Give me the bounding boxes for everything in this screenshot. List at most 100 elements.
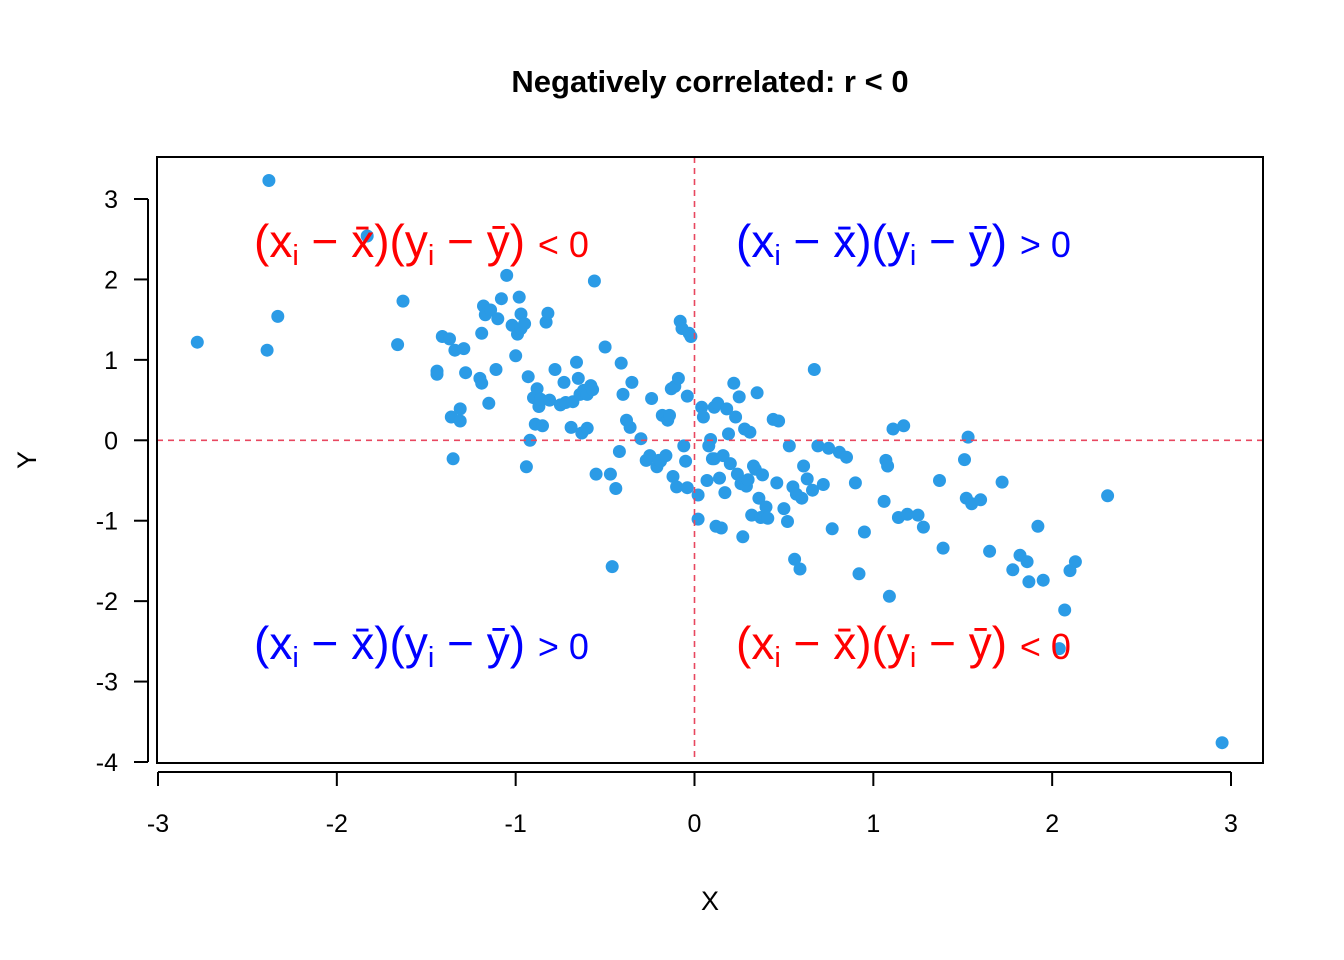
- data-point: [571, 371, 585, 385]
- data-point: [696, 410, 710, 424]
- x-tick-label: -2: [326, 810, 348, 838]
- data-point: [793, 562, 807, 576]
- data-point: [732, 390, 746, 404]
- data-point: [589, 467, 603, 481]
- quadrant-label-bottom-left: (xi − x̄)(yi − ȳ) > 0: [254, 617, 589, 674]
- data-point: [190, 335, 204, 349]
- data-point: [961, 430, 975, 444]
- x-tick-label: 1: [866, 810, 880, 838]
- data-point: [800, 472, 814, 486]
- data-point: [670, 480, 684, 494]
- data-point: [557, 375, 571, 389]
- data-point: [587, 274, 601, 288]
- data-point: [523, 433, 537, 447]
- data-point: [570, 355, 583, 369]
- quadrant-label-bottom-right: (xi − x̄)(yi − ȳ) < 0: [736, 617, 1071, 674]
- data-point: [772, 414, 786, 428]
- data-point: [603, 467, 617, 481]
- data-point: [1052, 642, 1066, 656]
- data-point: [736, 530, 750, 544]
- data-point: [519, 460, 533, 474]
- data-point: [453, 414, 467, 428]
- data-point: [459, 366, 473, 380]
- data-point: [911, 508, 925, 522]
- data-point: [877, 494, 891, 508]
- data-point: [807, 363, 821, 376]
- data-point: [723, 457, 737, 471]
- data-point: [491, 312, 505, 326]
- data-point: [825, 522, 839, 536]
- y-tick-label: 0: [104, 427, 118, 455]
- data-point: [396, 294, 410, 308]
- x-tick-label: 2: [1045, 810, 1059, 838]
- data-point: [1006, 563, 1020, 577]
- data-point: [360, 229, 374, 243]
- data-point: [691, 512, 705, 526]
- reference-lines: [157, 157, 1263, 763]
- data-point: [598, 340, 612, 354]
- data-point: [548, 363, 562, 376]
- data-point: [722, 427, 735, 441]
- data-point: [974, 493, 988, 507]
- data-point: [659, 449, 673, 463]
- data-point: [770, 476, 784, 490]
- data-point: [475, 376, 489, 390]
- y-tick-label: -4: [96, 749, 118, 777]
- data-point: [782, 439, 796, 453]
- data-point: [484, 303, 498, 317]
- data-point: [586, 383, 600, 397]
- data-point: [729, 410, 743, 424]
- data-point: [680, 481, 694, 495]
- x-tick-label: 3: [1224, 810, 1238, 838]
- data-point: [840, 450, 853, 464]
- data-point: [714, 521, 728, 535]
- data-point: [564, 420, 578, 434]
- data-point: [995, 475, 1009, 489]
- data-point: [695, 400, 709, 414]
- data-point: [457, 342, 471, 356]
- points-layer: [190, 174, 1229, 750]
- data-point: [718, 486, 732, 500]
- data-point: [500, 268, 514, 282]
- x-axis-label: X: [701, 886, 719, 916]
- data-point: [936, 541, 950, 555]
- y-tick-label: -1: [96, 508, 118, 536]
- data-point: [916, 520, 930, 534]
- data-point: [1036, 573, 1050, 587]
- y-axis-label: Y: [12, 451, 42, 469]
- data-point: [475, 326, 489, 340]
- data-point: [983, 544, 997, 558]
- quadrant-label-top-right: (xi − x̄)(yi − ȳ) > 0: [736, 215, 1071, 272]
- data-point: [761, 511, 775, 525]
- data-point: [752, 491, 766, 505]
- data-point: [700, 474, 714, 487]
- data-point: [680, 389, 694, 403]
- data-point: [788, 552, 802, 566]
- data-point: [852, 567, 866, 581]
- data-point: [518, 317, 532, 331]
- data-point: [1215, 736, 1229, 750]
- data-point: [580, 421, 594, 435]
- data-point: [616, 387, 630, 401]
- data-point: [882, 589, 896, 603]
- data-point: [262, 174, 276, 187]
- x-tick-label: -3: [147, 810, 169, 838]
- y-tick-label: -2: [96, 588, 118, 616]
- y-tick-label: 1: [104, 347, 118, 375]
- data-point: [958, 453, 971, 467]
- data-point: [666, 470, 680, 483]
- data-point: [1020, 555, 1034, 569]
- x-axis: -3 -2 -1 0 1 2 3: [147, 771, 1238, 838]
- data-point: [494, 292, 508, 306]
- data-point: [713, 471, 726, 485]
- data-point: [691, 488, 705, 502]
- data-point: [848, 476, 862, 490]
- data-point: [1031, 519, 1045, 533]
- data-point: [781, 515, 794, 528]
- data-point: [543, 393, 557, 407]
- data-point: [759, 500, 773, 514]
- data-point: [536, 419, 549, 433]
- y-tick-label: -3: [96, 669, 118, 697]
- data-point: [489, 363, 503, 376]
- data-point: [391, 338, 405, 352]
